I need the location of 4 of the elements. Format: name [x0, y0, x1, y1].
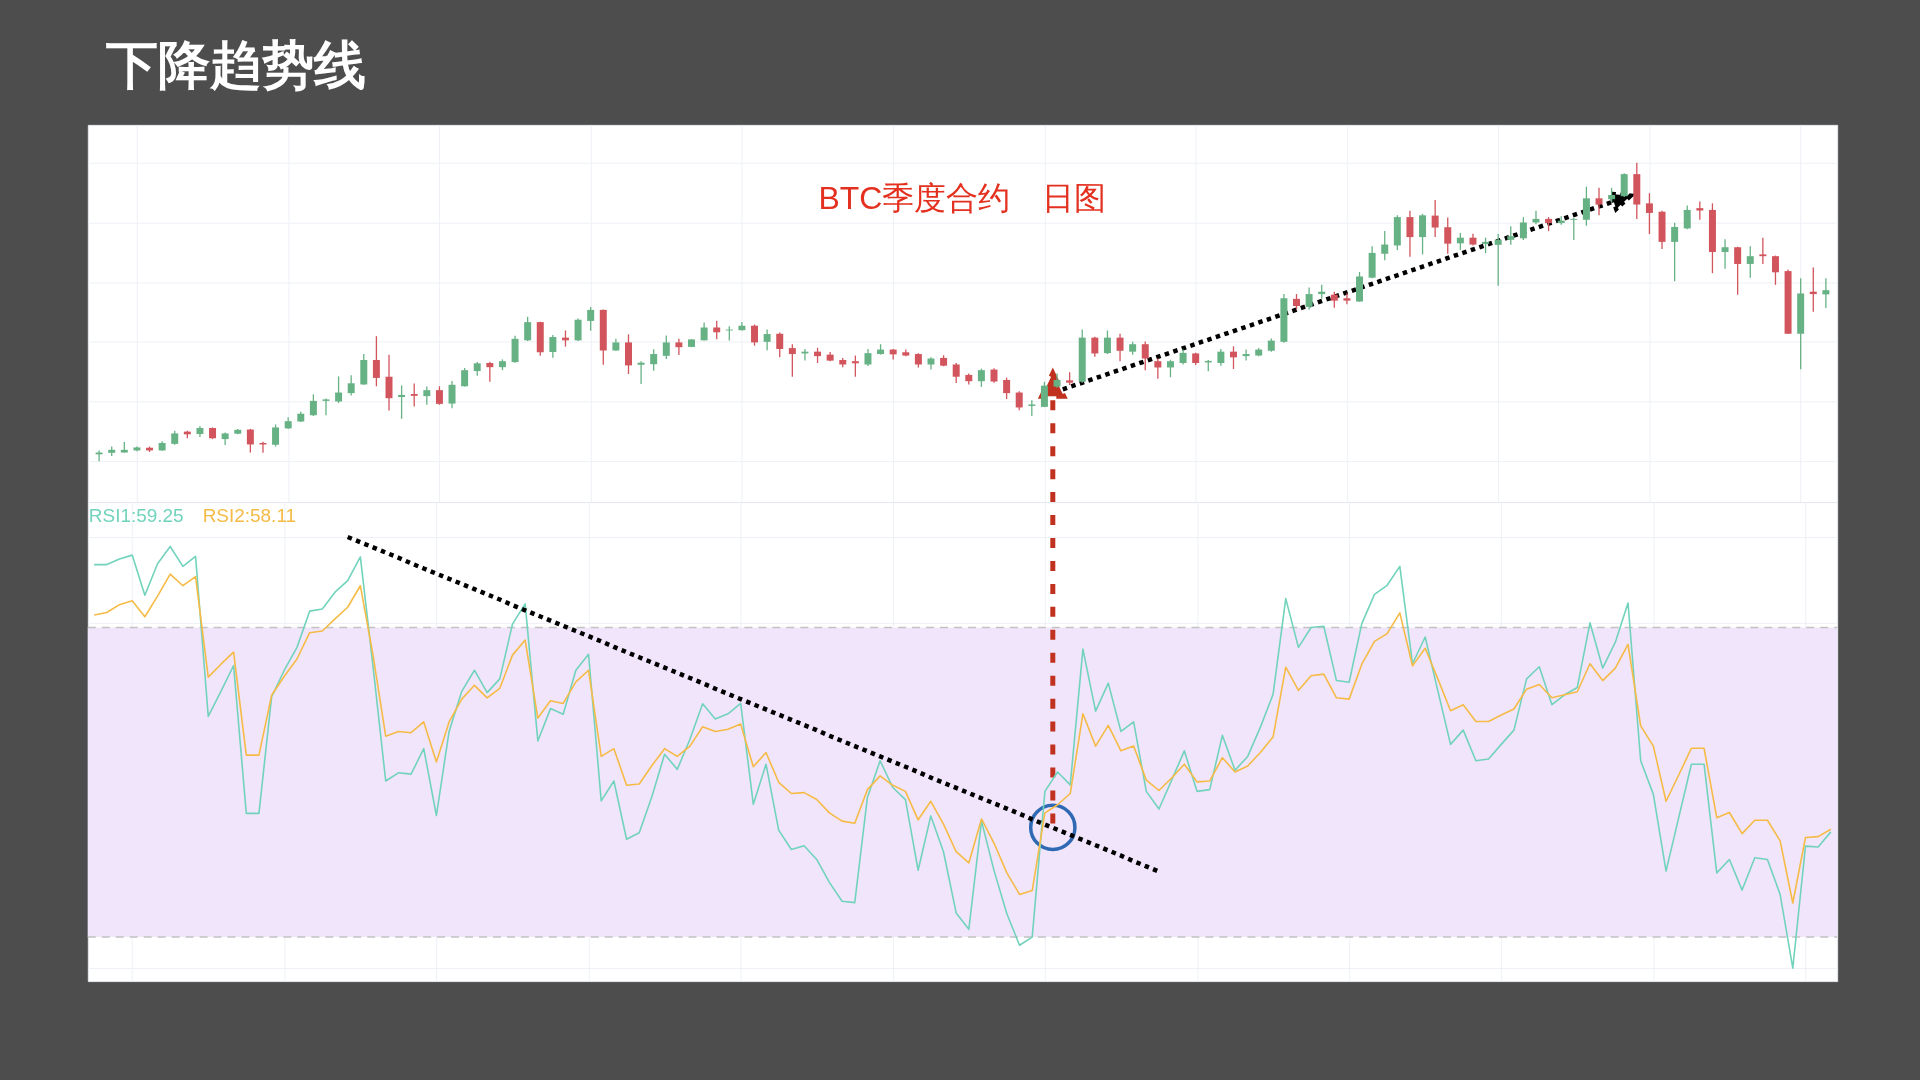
annotation: BTC季度合约 日图 — [818, 179, 1107, 216]
chart-title: 下降趋势线 — [105, 36, 366, 95]
series-label: RSI1:59.25 — [88, 505, 184, 527]
text: RSI2:58.11 — [202, 505, 297, 527]
